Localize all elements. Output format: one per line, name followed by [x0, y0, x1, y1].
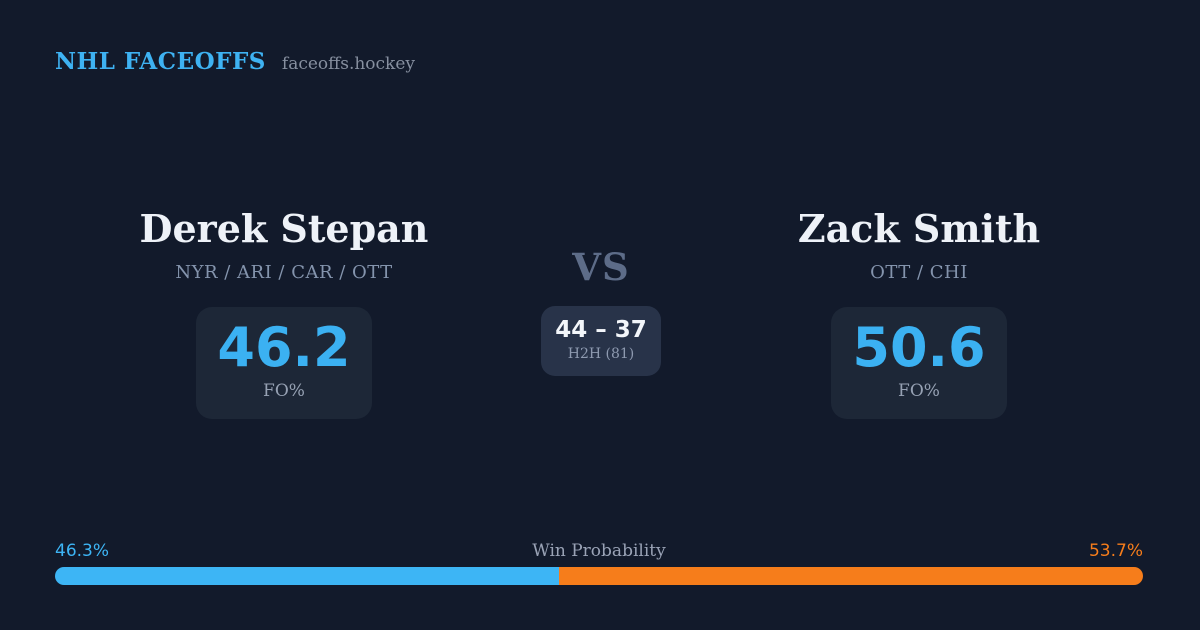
- win-prob-title: Win Probability: [532, 541, 666, 561]
- win-probability-bar: [55, 567, 1143, 585]
- player-right-name: Zack Smith: [797, 206, 1041, 251]
- player-left-teams: NYR / ARI / CAR / OTT: [175, 262, 393, 283]
- header: NHL FACEOFFS faceoffs.hockey: [55, 48, 415, 75]
- player-right-column: Zack Smith OTT / CHI 50.6 FO%: [729, 205, 1109, 419]
- player-right-stat-card: 50.6 FO%: [831, 307, 1007, 419]
- win-probability-labels: 46.3% Win Probability 53.7%: [55, 541, 1143, 561]
- player-right-fo-label: FO%: [898, 381, 940, 401]
- vs-label: VS: [572, 245, 630, 289]
- h2h-score: 44 – 37: [555, 317, 647, 343]
- player-left-name: Derek Stepan: [139, 206, 429, 251]
- site-url: faceoffs.hockey: [281, 54, 416, 74]
- player-left-stat-card: 46.2 FO%: [196, 307, 372, 419]
- win-prob-left-pct: 46.3%: [55, 541, 110, 561]
- h2h-label: H2H (81): [567, 346, 635, 362]
- player-right-teams: OTT / CHI: [870, 262, 968, 283]
- win-prob-left-fill: [55, 567, 559, 585]
- player-left-fo-pct: 46.2: [217, 316, 351, 379]
- player-right-fo-pct: 50.6: [852, 316, 986, 379]
- h2h-card: 44 – 37 H2H (81): [541, 306, 661, 376]
- win-prob-right-pct: 53.7%: [1088, 541, 1143, 561]
- player-left-fo-label: FO%: [263, 381, 305, 401]
- player-left-column: Derek Stepan NYR / ARI / CAR / OTT 46.2 …: [94, 205, 474, 419]
- brand-title: NHL FACEOFFS: [55, 48, 266, 75]
- versus-column: VS 44 – 37 H2H (81): [501, 205, 701, 376]
- win-prob-right-fill: [558, 567, 1143, 585]
